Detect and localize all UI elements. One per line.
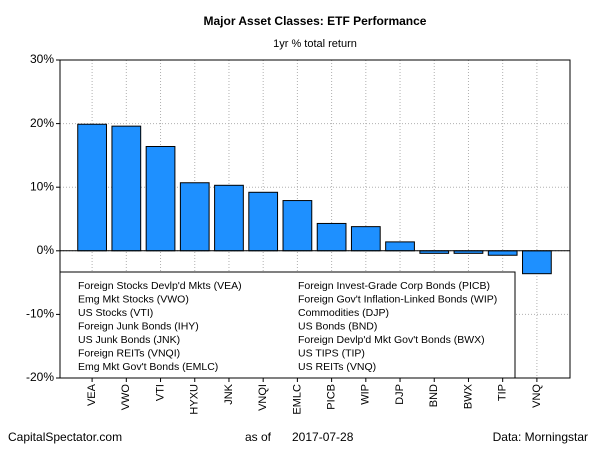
x-tick-label: VNQI <box>257 384 269 411</box>
legend-entry: Foreign Stocks Devlp'd Mkts (VEA) <box>78 280 242 292</box>
plot-frame <box>59 59 571 379</box>
bar <box>145 145 176 252</box>
footer-date: 2017-07-28 <box>292 430 354 444</box>
legend-entry: Commodities (DJP) <box>298 307 389 319</box>
legend-entry: Emg Mkt Gov't Bonds (EMLC) <box>78 361 218 373</box>
x-tick-label: VNQ <box>531 384 543 408</box>
bar <box>77 123 107 252</box>
chart-subtitle: 1yr % total return <box>273 38 357 50</box>
x-tick-label: HYXU <box>189 384 201 415</box>
bar <box>282 200 313 252</box>
legend-entry: Foreign Junk Bonds (IHY) <box>78 320 199 332</box>
y-tick-label: 20% <box>30 116 54 130</box>
bar <box>487 250 518 256</box>
bar <box>350 226 381 252</box>
legend-entry: US Bonds (BND) <box>298 320 377 332</box>
legend-entry: Foreign REITs (VNQI) <box>78 347 180 359</box>
x-tick-label: TIP <box>497 384 509 401</box>
footer-data: Data: Morningstar <box>493 430 588 444</box>
bar <box>316 222 347 252</box>
y-tick-label: -10% <box>26 307 54 321</box>
y-tick-label: 10% <box>30 179 54 193</box>
x-tick-label: WIP <box>360 384 372 405</box>
x-tick-label: VEA <box>86 383 98 406</box>
bar <box>214 184 244 252</box>
legend-entry: Foreign Gov't Inflation-Linked Bonds (WI… <box>298 293 497 305</box>
bar <box>522 250 552 275</box>
bar <box>179 182 210 252</box>
x-tick-label: EMLC <box>291 384 303 415</box>
x-tick-label: BND <box>428 384 440 407</box>
x-tick-label: VTI <box>154 384 166 401</box>
legend-entry: Emg Mkt Stocks (VWO) <box>78 293 189 305</box>
footer-source: CapitalSpectator.com <box>8 430 122 444</box>
chart-title: Major Asset Classes: ETF Performance <box>204 14 427 28</box>
legend-entry: Foreign Invest-Grade Corp Bonds (PICB) <box>298 280 490 292</box>
x-tick-label: VWO <box>120 384 132 411</box>
legend-box <box>59 271 516 379</box>
y-tick-label: -20% <box>26 370 54 384</box>
x-tick-label: PICB <box>326 384 338 410</box>
bar <box>385 241 415 252</box>
y-tick-label: 30% <box>30 52 54 66</box>
footer-as-of: as of <box>245 430 272 444</box>
legend-entry: Foreign Devlp'd Mkt Gov't Bonds (BWX) <box>298 334 485 346</box>
legend-entry: US TIPS (TIP) <box>298 347 365 359</box>
y-tick-label: 0% <box>37 243 55 257</box>
legend-entry: US REITs (VNQ) <box>298 361 376 373</box>
x-tick-label: DJP <box>394 384 406 405</box>
x-tick-label: BWX <box>462 383 474 409</box>
bar <box>111 125 142 252</box>
x-tick-label: JNK <box>223 383 235 404</box>
legend-entry: US Stocks (VTI) <box>78 307 153 319</box>
legend-entry: US Junk Bonds (JNK) <box>78 334 180 346</box>
bar <box>248 191 279 252</box>
